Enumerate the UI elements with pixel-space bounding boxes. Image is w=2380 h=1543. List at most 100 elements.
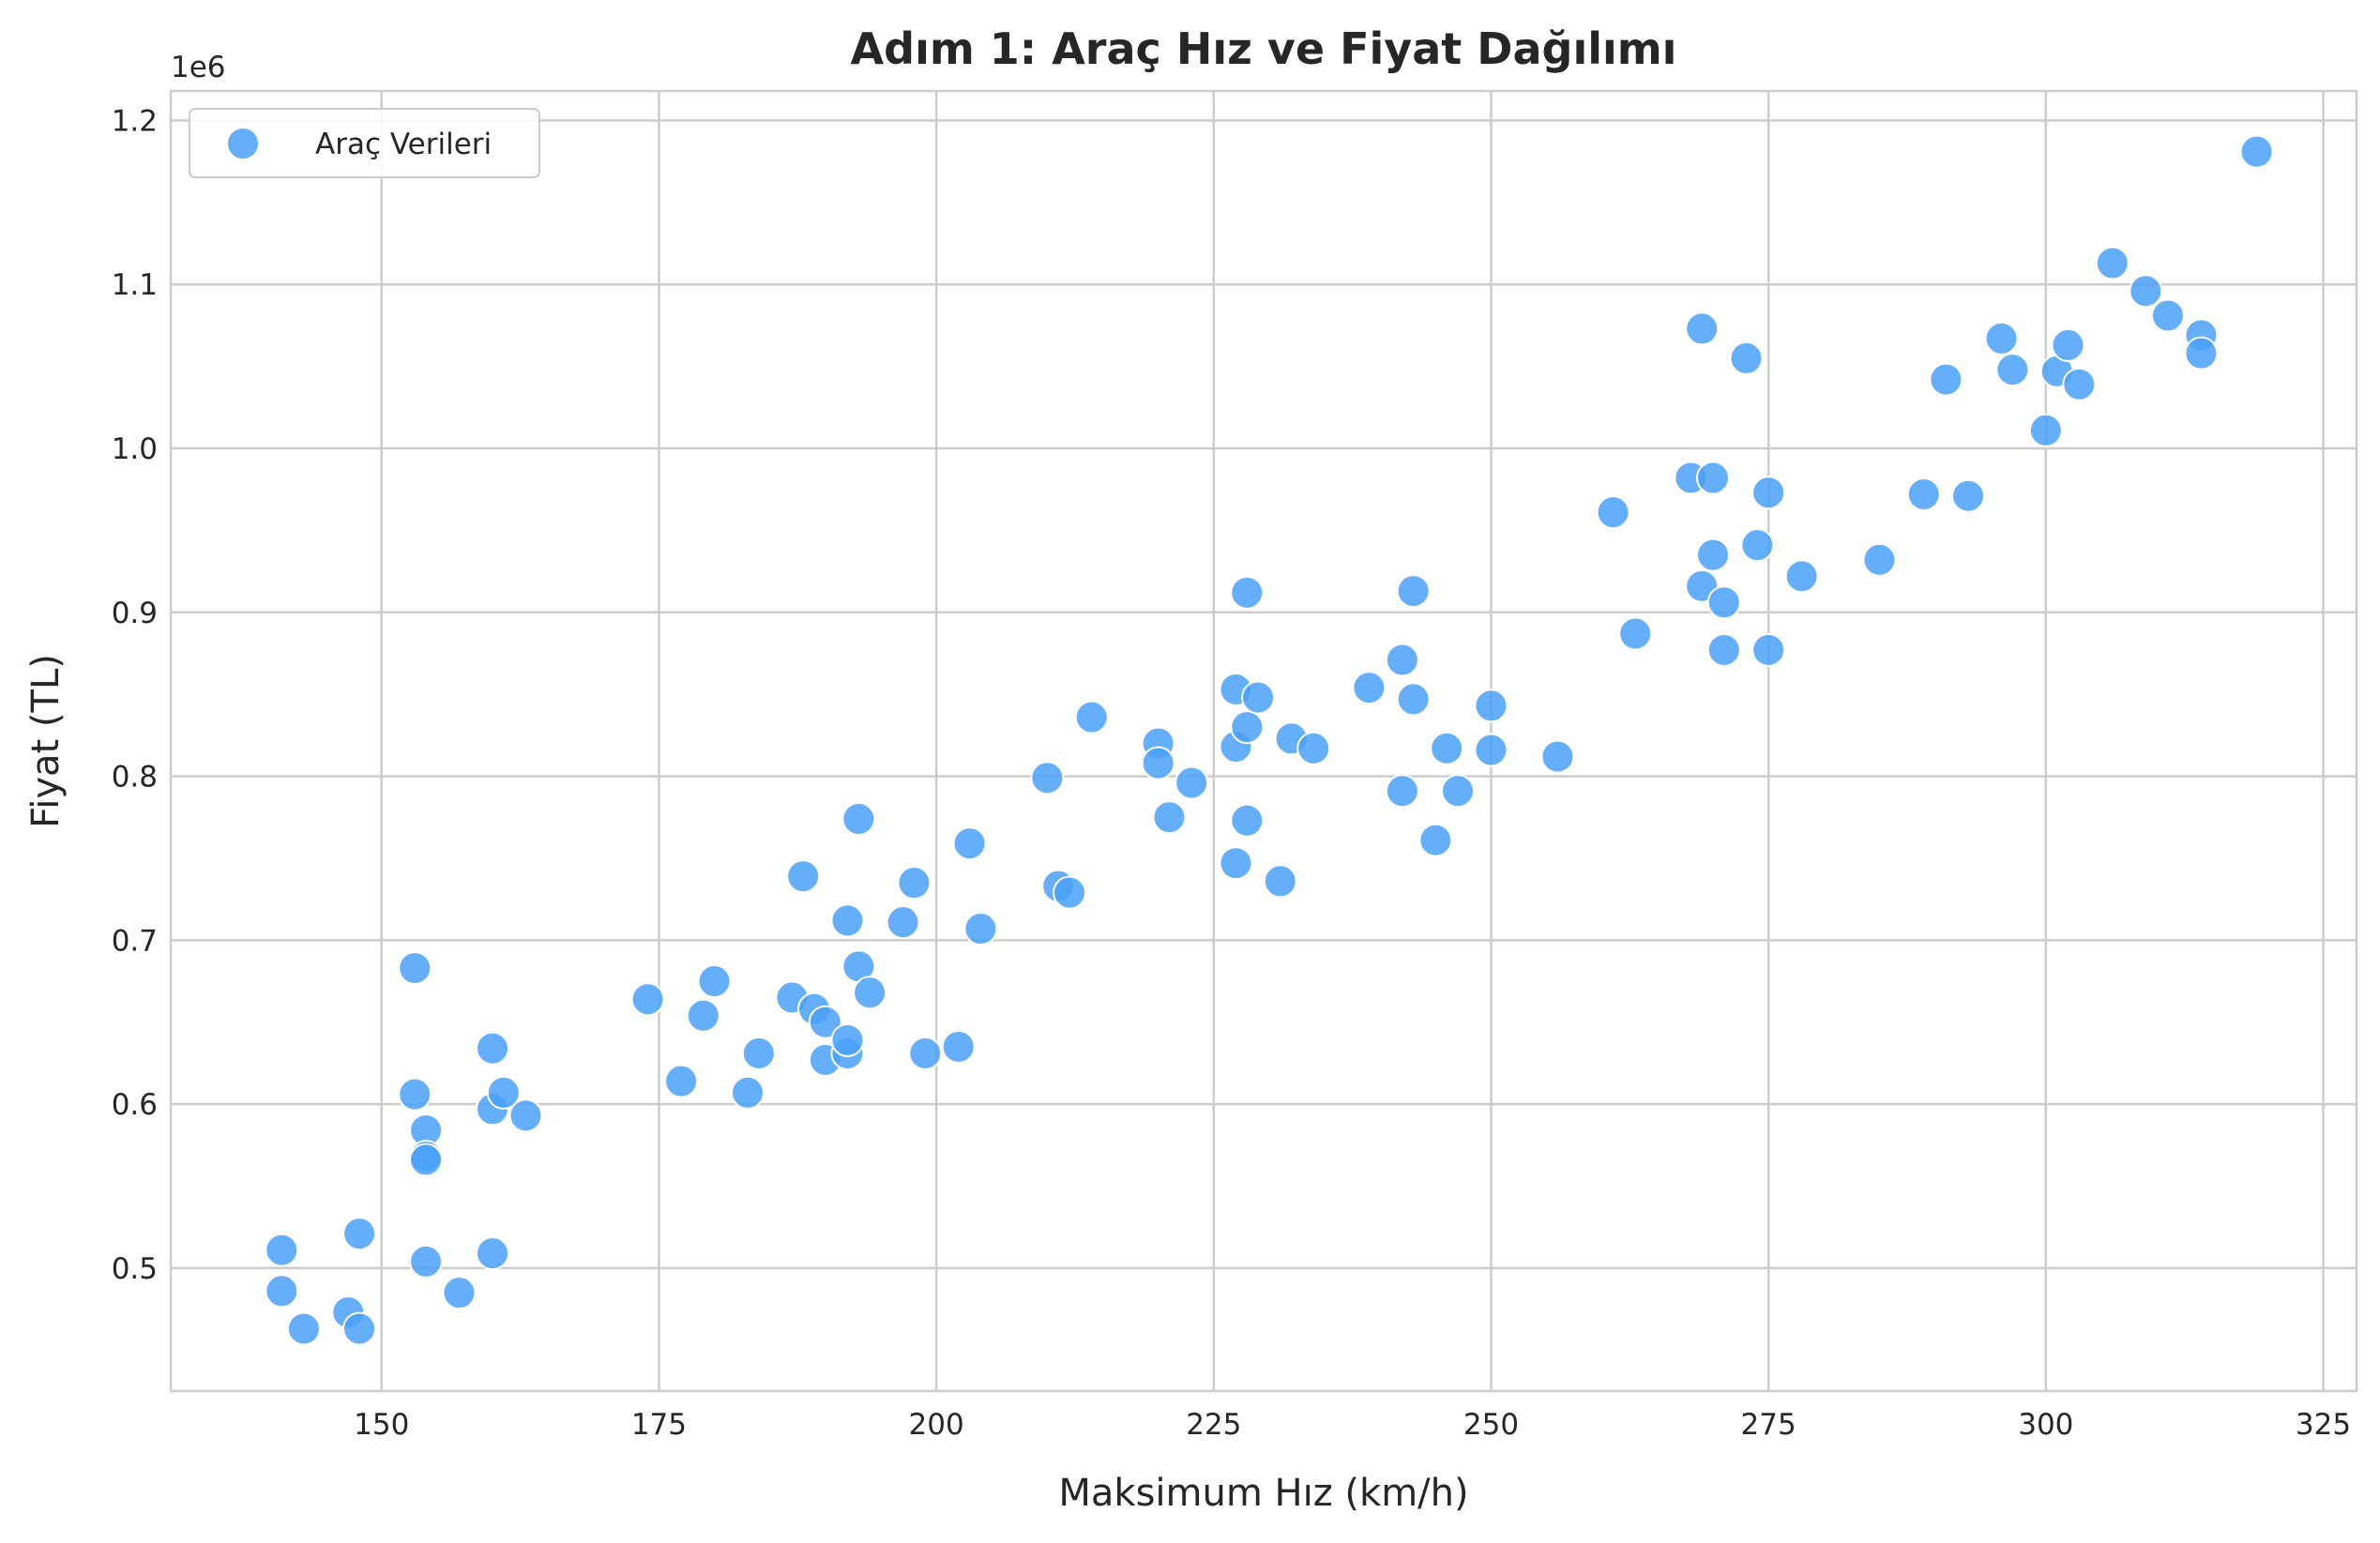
y-tick-label: 0.6 xyxy=(112,1088,158,1122)
data-point xyxy=(941,1029,976,1064)
data-point xyxy=(2184,336,2219,371)
data-point xyxy=(1540,739,1575,774)
x-axis-label: Maksimum Hız (km/h) xyxy=(1058,1472,1468,1515)
data-point xyxy=(853,976,887,1010)
data-point xyxy=(1430,731,1464,765)
grid xyxy=(171,91,2357,1391)
y-tick-label: 0.7 xyxy=(112,924,158,958)
data-point xyxy=(1929,362,1963,397)
y-tick-label: 1.0 xyxy=(112,432,158,466)
data-point xyxy=(1440,774,1475,809)
data-point xyxy=(1296,731,1331,765)
y-tick-labels: 0.5 0.6 0.7 0.8 0.9 1.0 1.1 1.2 xyxy=(112,104,158,1285)
data-point xyxy=(1474,733,1508,767)
data-point xyxy=(808,1005,842,1039)
data-point xyxy=(2129,274,2163,309)
data-point xyxy=(398,1077,432,1112)
data-point xyxy=(1230,575,1265,610)
data-point xyxy=(886,905,920,940)
data-point xyxy=(342,1311,377,1346)
data-point xyxy=(1751,476,1786,510)
plot-frame xyxy=(169,89,2358,1393)
x-tick-label: 325 xyxy=(2296,1408,2351,1442)
data-point xyxy=(265,1274,299,1309)
data-points xyxy=(265,134,2274,1346)
data-point xyxy=(1729,340,1764,375)
data-point xyxy=(1751,632,1786,667)
data-point xyxy=(286,1311,321,1346)
data-point xyxy=(952,826,987,861)
data-point xyxy=(1740,528,1775,563)
data-point xyxy=(1396,682,1431,717)
data-point xyxy=(697,964,732,999)
x-tick-label: 275 xyxy=(1741,1408,1796,1442)
data-point xyxy=(1596,495,1630,530)
data-point xyxy=(398,951,432,986)
x-tick-labels: 150 175 200 225 250 275 300 325 xyxy=(354,1408,2351,1442)
y-offset-label: 1e6 xyxy=(171,51,226,84)
data-point xyxy=(2051,327,2085,362)
legend-label: Araç Verileri xyxy=(315,128,492,161)
data-point xyxy=(1906,477,1941,511)
data-point xyxy=(1706,632,1741,667)
y-tick-label: 0.9 xyxy=(112,597,158,630)
data-point xyxy=(1385,774,1419,809)
data-point xyxy=(486,1075,521,1110)
data-point xyxy=(1074,700,1109,734)
data-point xyxy=(1385,643,1419,677)
data-point xyxy=(664,1064,699,1098)
data-point xyxy=(630,982,665,1017)
data-point xyxy=(897,866,932,900)
data-point xyxy=(1352,671,1387,705)
x-tick-label: 250 xyxy=(1463,1408,1519,1442)
data-point xyxy=(508,1098,543,1133)
data-point xyxy=(409,1244,444,1278)
y-tick-label: 1.2 xyxy=(112,104,158,138)
data-point xyxy=(841,802,876,837)
data-point xyxy=(1053,875,1087,910)
data-point xyxy=(1474,688,1508,723)
x-tick-label: 300 xyxy=(2018,1408,2073,1442)
data-point xyxy=(2095,246,2130,280)
y-tick-label: 0.8 xyxy=(112,761,158,794)
data-point xyxy=(1951,478,1986,513)
data-point xyxy=(1696,461,1731,495)
data-point xyxy=(830,903,865,938)
data-point xyxy=(1230,710,1265,745)
data-point xyxy=(1230,803,1265,838)
data-point xyxy=(1618,616,1653,651)
x-tick-label: 200 xyxy=(909,1408,964,1442)
y-tick-label: 1.1 xyxy=(112,268,158,302)
data-point xyxy=(2028,413,2063,447)
data-point xyxy=(1685,311,1720,346)
data-point xyxy=(342,1217,377,1251)
data-point xyxy=(1784,559,1819,594)
data-point xyxy=(1219,846,1253,881)
data-point xyxy=(908,1036,943,1070)
x-tick-label: 175 xyxy=(631,1408,687,1442)
data-point xyxy=(1241,680,1276,715)
data-point xyxy=(1995,353,2030,387)
data-point xyxy=(1984,321,2019,355)
data-point xyxy=(1862,542,1897,577)
data-point xyxy=(786,859,821,894)
data-point xyxy=(686,998,720,1033)
data-point xyxy=(409,1142,444,1177)
data-point xyxy=(265,1233,299,1267)
legend: Araç Verileri xyxy=(189,108,540,178)
y-tick-label: 0.5 xyxy=(112,1252,158,1286)
data-point xyxy=(963,912,998,946)
data-point xyxy=(731,1075,766,1110)
data-point xyxy=(1696,537,1731,572)
chart-title: Adım 1: Araç Hız ve Fiyat Dağılımı xyxy=(851,23,1677,74)
data-point xyxy=(1418,823,1453,857)
data-point xyxy=(1175,765,1209,800)
x-tick-label: 150 xyxy=(354,1408,409,1442)
data-point xyxy=(2150,298,2185,333)
data-point xyxy=(475,1236,509,1271)
legend-marker xyxy=(226,127,260,160)
data-point xyxy=(1141,746,1175,780)
data-point xyxy=(1152,800,1187,835)
data-point xyxy=(1030,761,1065,795)
